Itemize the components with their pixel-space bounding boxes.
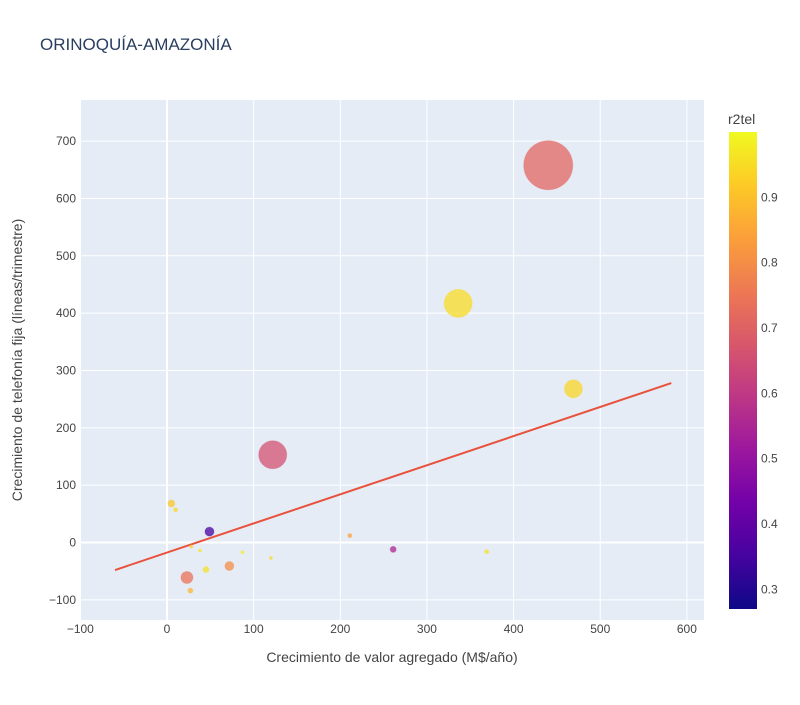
colorbar-tick-label: 0.6	[761, 386, 778, 400]
colorbar-ticks: 0.3 0.4 0.5 0.6 0.7 0.8 0.9	[761, 190, 778, 596]
colorbar-tick-label: 0.5	[761, 452, 778, 466]
x-tick-label: 400	[504, 622, 524, 636]
colorbar-tick-label: 0.9	[761, 190, 778, 204]
colorbar	[729, 132, 757, 609]
y-tick-label: 100	[56, 478, 76, 492]
y-tick-label: 700	[56, 134, 76, 148]
data-point[interactable]	[224, 561, 235, 572]
x-tick-label: 100	[244, 622, 264, 636]
colorbar-tick-label: 0.8	[761, 256, 778, 270]
data-point[interactable]	[180, 570, 194, 584]
data-point[interactable]	[443, 288, 473, 318]
data-point[interactable]	[268, 555, 273, 560]
data-point[interactable]	[197, 548, 202, 553]
data-point[interactable]	[240, 550, 245, 555]
data-point[interactable]	[202, 565, 210, 573]
chart-title: ORINOQUÍA-AMAZONÍA	[40, 35, 232, 54]
y-tick-label: 600	[56, 191, 76, 205]
data-point[interactable]	[347, 533, 353, 539]
data-points	[167, 140, 583, 594]
y-tick-label: 500	[56, 249, 76, 263]
y-tick-label: 400	[56, 306, 76, 320]
x-tick-label: 500	[590, 622, 610, 636]
y-tick-label: 200	[56, 421, 76, 435]
data-point[interactable]	[167, 499, 176, 508]
colorbar-tick-label: 0.3	[761, 582, 778, 596]
trendline-group	[114, 382, 672, 571]
y-tick-label: −100	[49, 593, 76, 607]
colorbar-title: r2tel	[728, 111, 755, 127]
data-point[interactable]	[484, 549, 490, 555]
x-tick-label: 300	[417, 622, 437, 636]
data-point[interactable]	[563, 379, 583, 399]
x-tick-label: −100	[67, 622, 94, 636]
y-tick-label: 0	[69, 536, 76, 550]
data-point[interactable]	[523, 140, 574, 191]
data-point[interactable]	[173, 507, 179, 513]
x-tick-label: 0	[164, 622, 171, 636]
data-point[interactable]	[389, 545, 397, 553]
trendline	[114, 382, 672, 571]
gridlines	[79, 100, 704, 620]
x-axis-ticks: −100 0 100 200 300 400 500 600	[67, 622, 697, 636]
y-axis-title: Crecimiento de telefonía fija (líneas/tr…	[9, 219, 25, 501]
x-tick-label: 600	[677, 622, 697, 636]
data-point[interactable]	[204, 526, 215, 537]
y-axis-ticks: −100 0 100 200 300 400 500 600 700	[49, 134, 76, 607]
colorbar-tick-label: 0.7	[761, 321, 778, 335]
data-point[interactable]	[187, 587, 194, 594]
data-point[interactable]	[258, 440, 288, 470]
x-axis-title: Crecimiento de valor agregado (M$/año)	[266, 649, 517, 665]
colorbar-tick-label: 0.4	[761, 517, 778, 531]
x-tick-label: 200	[330, 622, 350, 636]
data-point[interactable]	[189, 544, 194, 549]
y-tick-label: 300	[56, 363, 76, 377]
